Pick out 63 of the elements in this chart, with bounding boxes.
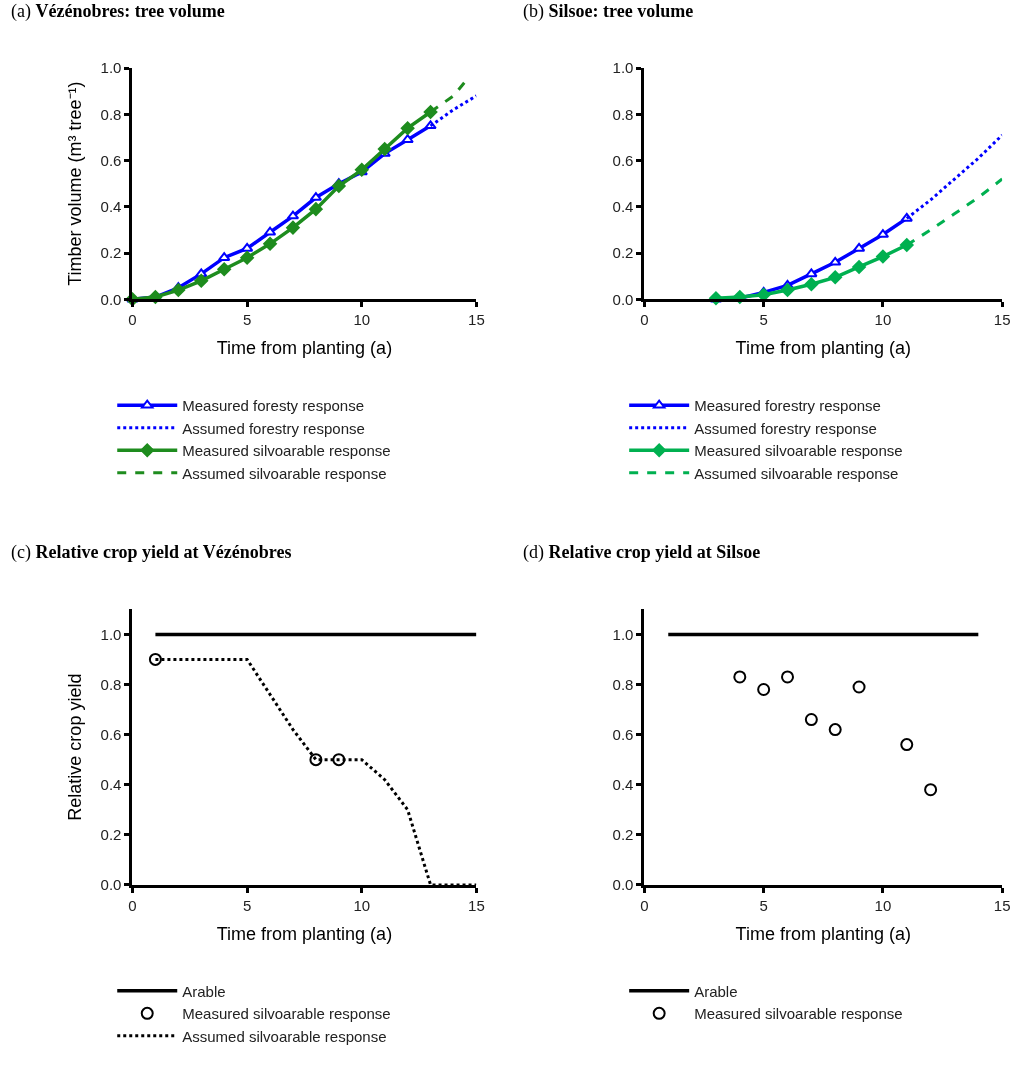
- legend-label: Assumed silvoarable response: [694, 464, 899, 482]
- y-tick-label: 1.0: [612, 625, 634, 643]
- x-tick-label: 15: [993, 896, 1011, 914]
- y-tick-label: 0.0: [612, 876, 634, 894]
- x-axis-title: Time from planting (a): [735, 338, 911, 359]
- y-tick-label: 1.0: [100, 625, 122, 643]
- x-tick-label: 10: [874, 311, 892, 329]
- chart-title: (a) Vézénobres: tree volume: [11, 1, 225, 22]
- x-tick-label: 15: [468, 896, 485, 914]
- y-tick-label: 0.2: [100, 826, 122, 844]
- y-tick-label: 0.2: [612, 826, 634, 844]
- x-axis-title: Time from planting (a): [216, 338, 393, 359]
- legend-label: Assumed forestry response: [694, 419, 877, 437]
- y-tick-label: 0.6: [100, 151, 122, 169]
- y-tick-label: 0.0: [612, 290, 634, 308]
- y-tick-label: 0.6: [100, 725, 122, 743]
- y-tick-label: 1.0: [100, 59, 122, 77]
- y-tick-label: 0.8: [612, 675, 634, 693]
- y-tick-label: 0.8: [612, 105, 634, 123]
- legend-label: Arable: [694, 982, 738, 1000]
- y-tick-label: 0.0: [100, 876, 122, 894]
- legend-label: Measured silvoarable response: [182, 442, 391, 460]
- x-tick-label: 0: [640, 311, 649, 329]
- x-tick-label: 10: [353, 896, 371, 914]
- legend-label: Measured forestry response: [694, 397, 881, 415]
- y-tick-label: 0.8: [100, 105, 122, 123]
- y-tick-label: 0.2: [100, 244, 122, 262]
- x-axis-title: Time from planting (a): [735, 923, 911, 944]
- legend-label: Assumed silvoarable response: [182, 1027, 387, 1045]
- x-tick-label: 0: [640, 896, 649, 914]
- y-tick-label: 1.0: [612, 59, 634, 77]
- legend-label: Assumed forestry response: [182, 419, 365, 437]
- chart-title: (d) Relative crop yield at Silsoe: [523, 542, 761, 563]
- legend-label: Measured silvoarable response: [694, 442, 903, 460]
- legend-label: Measured silvoarable response: [182, 1005, 391, 1023]
- x-tick-label: 5: [242, 896, 252, 914]
- x-axis-title: Time from planting (a): [216, 923, 393, 944]
- x-tick-label: 10: [353, 311, 371, 329]
- y-tick-label: 0.2: [612, 244, 634, 262]
- y-axis-title: Relative crop yield: [64, 673, 85, 821]
- legend-label: Measured foresty response: [182, 397, 364, 415]
- x-tick-label: 5: [242, 311, 252, 329]
- x-tick-label: 0: [128, 896, 137, 914]
- y-tick-label: 0.6: [612, 151, 634, 169]
- x-tick-label: 15: [468, 311, 485, 329]
- x-tick-label: 10: [874, 896, 892, 914]
- legend-label: Assumed silvoarable response: [182, 464, 387, 482]
- x-tick-label: 0: [128, 311, 137, 329]
- x-tick-label: 15: [993, 311, 1011, 329]
- y-tick-label: 0.8: [100, 675, 122, 693]
- y-axis-title: Timber volume (m³ tree⁻¹): [64, 81, 85, 286]
- chart-title: (c) Relative crop yield at Vézénobres: [11, 542, 292, 563]
- x-tick-label: 5: [759, 896, 768, 914]
- y-tick-label: 0.4: [100, 775, 122, 793]
- y-tick-label: 0.4: [612, 198, 634, 216]
- legend-label: Arable: [182, 982, 226, 1000]
- y-tick-label: 0.6: [612, 725, 634, 743]
- x-tick-label: 5: [759, 311, 768, 329]
- y-tick-label: 0.0: [100, 290, 122, 308]
- y-tick-label: 0.4: [100, 198, 122, 216]
- chart-title: (b) Silsoe: tree volume: [523, 1, 694, 22]
- y-tick-label: 0.4: [612, 775, 634, 793]
- legend-label: Measured silvoarable response: [694, 1005, 903, 1023]
